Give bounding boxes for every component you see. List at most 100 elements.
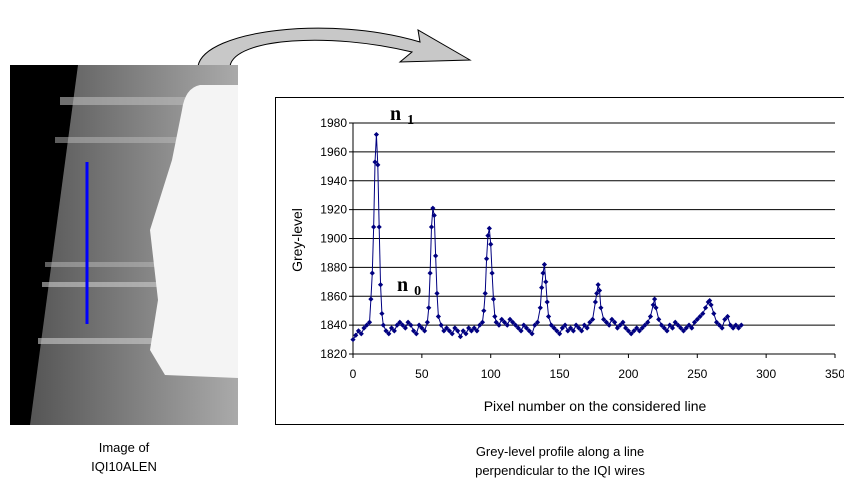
data-point bbox=[438, 322, 444, 328]
data-point bbox=[559, 325, 565, 331]
data-point bbox=[581, 322, 587, 328]
data-point bbox=[504, 322, 510, 328]
data-point bbox=[416, 322, 422, 328]
data-point bbox=[650, 302, 656, 308]
data-point bbox=[512, 322, 519, 328]
data-point bbox=[433, 253, 439, 259]
data-point bbox=[595, 282, 601, 288]
data-point bbox=[576, 325, 582, 331]
data-point bbox=[556, 331, 563, 337]
data-point bbox=[386, 331, 392, 337]
data-point bbox=[534, 319, 541, 325]
data-point bbox=[623, 325, 629, 331]
data-point bbox=[614, 325, 621, 331]
data-point bbox=[730, 325, 736, 331]
data-point bbox=[551, 325, 557, 331]
data-point bbox=[496, 322, 502, 328]
y-tick-label: 1900 bbox=[320, 232, 347, 246]
x-tick-label: 100 bbox=[481, 367, 501, 381]
data-point bbox=[452, 325, 458, 331]
data-point bbox=[435, 313, 441, 320]
data-point bbox=[598, 305, 604, 311]
y-tick-label: 1860 bbox=[320, 289, 347, 303]
data-point bbox=[691, 319, 698, 325]
data-point bbox=[722, 316, 728, 322]
data-point bbox=[457, 334, 464, 340]
data-point bbox=[431, 212, 437, 218]
data-point bbox=[510, 319, 516, 325]
data-point bbox=[705, 299, 711, 305]
data-point bbox=[353, 332, 359, 338]
data-point bbox=[529, 331, 535, 337]
data-point bbox=[493, 319, 499, 325]
data-point bbox=[565, 328, 571, 334]
data-point bbox=[422, 328, 428, 334]
data-point bbox=[375, 162, 381, 168]
data-point bbox=[441, 328, 447, 334]
data-point bbox=[554, 328, 560, 334]
data-point bbox=[376, 224, 382, 230]
data-point bbox=[686, 322, 692, 328]
data-point bbox=[446, 328, 452, 334]
data-point bbox=[562, 322, 568, 328]
data-point bbox=[738, 322, 744, 328]
data-point bbox=[391, 328, 397, 334]
data-point bbox=[694, 316, 700, 322]
y-tick-label: 1840 bbox=[320, 318, 347, 332]
y-tick-label: 1920 bbox=[320, 203, 347, 217]
y-tick-label: 1880 bbox=[320, 260, 347, 274]
data-point bbox=[413, 331, 419, 337]
data-point bbox=[669, 325, 676, 331]
data-point bbox=[532, 322, 538, 328]
data-point bbox=[579, 328, 585, 334]
x-tick-label: 200 bbox=[618, 367, 638, 381]
data-point bbox=[612, 319, 618, 325]
data-point bbox=[716, 322, 722, 328]
data-point bbox=[466, 325, 472, 331]
data-point bbox=[490, 296, 497, 302]
data-point bbox=[372, 159, 378, 165]
data-point bbox=[683, 325, 689, 331]
data-point bbox=[463, 331, 469, 337]
data-point bbox=[488, 241, 494, 247]
data-point bbox=[707, 297, 713, 304]
data-point bbox=[402, 325, 408, 331]
data-point bbox=[368, 296, 374, 302]
x-tick-label: 350 bbox=[825, 367, 844, 381]
x-tick-label: 150 bbox=[550, 367, 570, 381]
y-tick-label: 1820 bbox=[320, 347, 347, 361]
data-point bbox=[460, 328, 466, 334]
data-point bbox=[631, 328, 637, 334]
data-point bbox=[596, 287, 603, 294]
data-point bbox=[628, 331, 634, 337]
data-point bbox=[486, 225, 492, 231]
data-point bbox=[430, 205, 436, 211]
data-point bbox=[350, 336, 356, 343]
data-point bbox=[479, 319, 486, 325]
data-point bbox=[617, 322, 623, 328]
data-point bbox=[702, 305, 709, 311]
data-point bbox=[708, 302, 714, 308]
chart-caption: Grey-level profile along a line bbox=[476, 444, 644, 459]
data-point bbox=[713, 319, 720, 325]
data-point bbox=[482, 290, 488, 296]
data-point bbox=[620, 319, 626, 325]
data-point bbox=[592, 299, 598, 305]
data-point bbox=[540, 270, 546, 276]
data-point bbox=[537, 305, 543, 311]
data-point bbox=[719, 325, 725, 331]
data-point bbox=[373, 131, 380, 138]
data-point bbox=[361, 325, 367, 331]
data-point bbox=[380, 322, 386, 328]
data-point bbox=[667, 322, 673, 328]
data-point bbox=[410, 328, 417, 334]
data-point bbox=[355, 328, 362, 334]
xray-image bbox=[10, 65, 238, 425]
data-point bbox=[672, 319, 678, 325]
data-point bbox=[397, 319, 403, 325]
data-point bbox=[573, 322, 579, 328]
data-point bbox=[394, 322, 400, 328]
data-point bbox=[545, 313, 552, 320]
chart-border bbox=[275, 97, 844, 425]
data-point bbox=[474, 328, 480, 334]
